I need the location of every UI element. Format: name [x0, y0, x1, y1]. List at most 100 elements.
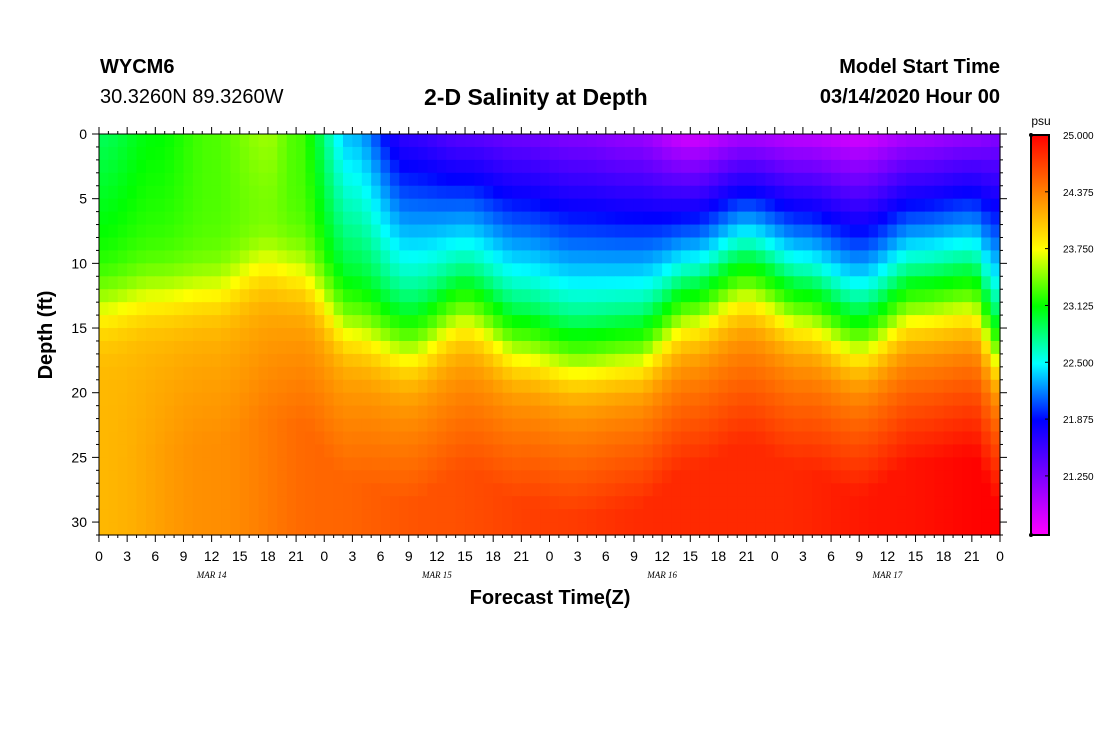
heatmap-cell: [258, 250, 269, 264]
heatmap-cell: [305, 328, 316, 342]
heatmap-cell: [643, 198, 654, 213]
heatmap-cell: [380, 198, 391, 213]
heatmap-cell: [267, 289, 278, 303]
heatmap-cell: [192, 496, 203, 510]
heatmap-cell: [953, 522, 964, 536]
heatmap-cell: [202, 289, 213, 303]
heatmap-cell: [145, 237, 156, 252]
heatmap-cell: [530, 366, 541, 381]
heatmap-cell: [418, 431, 429, 446]
heatmap-cell: [746, 340, 757, 355]
heatmap-cell: [709, 172, 720, 187]
heatmap-cell: [624, 237, 635, 252]
heatmap-cell: [624, 392, 635, 407]
heatmap-cell: [324, 263, 335, 277]
heatmap-cell: [877, 289, 888, 303]
heatmap-cell: [671, 289, 682, 303]
heatmap-cell: [849, 340, 860, 355]
heatmap-cell: [953, 146, 964, 161]
heatmap-cell: [230, 250, 241, 264]
heatmap-cell: [793, 405, 804, 420]
heatmap-cell: [286, 366, 297, 381]
heatmap-cell: [540, 172, 551, 187]
heatmap-cell: [361, 159, 372, 174]
heatmap-cell: [239, 328, 250, 342]
heatmap-cell: [540, 405, 551, 420]
heatmap-cell: [981, 509, 992, 523]
heatmap-cell: [624, 224, 635, 239]
heatmap-cell: [296, 263, 307, 277]
heatmap-cell: [145, 302, 156, 316]
heatmap-cell: [108, 263, 119, 277]
heatmap-cell: [192, 366, 203, 381]
heatmap-cell: [859, 405, 870, 420]
heatmap-cell: [577, 146, 588, 161]
heatmap-cell: [549, 405, 560, 420]
heatmap-cell: [812, 509, 823, 523]
heatmap-cell: [596, 250, 607, 264]
heatmap-cell: [587, 172, 598, 187]
heatmap-cell: [277, 211, 288, 226]
heatmap-cell: [924, 483, 935, 497]
heatmap-cell: [99, 496, 109, 510]
heatmap-cell: [709, 315, 720, 329]
heatmap-cell: [577, 185, 588, 200]
heatmap-cell: [267, 340, 278, 355]
heatmap-cell: [924, 444, 935, 458]
heatmap-cell: [324, 444, 335, 458]
heatmap-cell: [155, 302, 166, 316]
heatmap-cell: [906, 509, 917, 523]
heatmap-cell: [418, 418, 429, 433]
heatmap-cell: [727, 237, 738, 252]
heatmap-cell: [924, 405, 935, 420]
heatmap-cell: [953, 470, 964, 484]
heatmap-cell: [427, 431, 438, 446]
heatmap-cell: [568, 211, 579, 226]
heatmap-cell: [793, 431, 804, 446]
heatmap-cell: [812, 302, 823, 316]
heatmap-cell: [633, 340, 644, 355]
heatmap-cell: [521, 172, 532, 187]
heatmap-cell: [718, 470, 729, 484]
heatmap-cell: [793, 172, 804, 187]
heatmap-cell: [427, 172, 438, 187]
heatmap-cell: [333, 392, 344, 407]
heatmap-cell: [971, 211, 982, 226]
heatmap-cell: [267, 263, 278, 277]
heatmap-cell: [296, 457, 307, 471]
heatmap-cell: [662, 224, 673, 239]
heatmap-cell: [380, 224, 391, 239]
heatmap-cell: [981, 496, 992, 510]
heatmap-cell: [587, 392, 598, 407]
y-tick-label: 15: [71, 320, 87, 336]
heatmap-cell: [258, 224, 269, 239]
heatmap-cell: [859, 185, 870, 200]
heatmap-cell: [267, 276, 278, 290]
heatmap-cell: [915, 328, 926, 342]
heatmap-cell: [483, 509, 494, 523]
heatmap-cell: [521, 159, 532, 174]
heatmap-cell: [530, 392, 541, 407]
heatmap-cell: [821, 211, 832, 226]
heatmap-cell: [568, 366, 579, 381]
heatmap-cell: [127, 470, 138, 484]
heatmap-cell: [521, 444, 532, 458]
heatmap-cell: [943, 418, 954, 433]
heatmap-cell: [333, 315, 344, 329]
heatmap-cell: [99, 418, 109, 433]
heatmap-cell: [389, 405, 400, 420]
heatmap-cell: [831, 328, 842, 342]
heatmap-cell: [127, 522, 138, 536]
heatmap-cell: [981, 340, 992, 355]
heatmap-cell: [408, 315, 419, 329]
heatmap-cell: [953, 418, 964, 433]
heatmap-cell: [680, 315, 691, 329]
heatmap-cell: [549, 483, 560, 497]
heatmap-cell: [99, 457, 109, 471]
heatmap-cell: [286, 392, 297, 407]
heatmap-cell: [511, 431, 522, 446]
heatmap-cell: [446, 146, 457, 161]
heatmap-cell: [296, 250, 307, 264]
heatmap-cell: [718, 134, 729, 148]
